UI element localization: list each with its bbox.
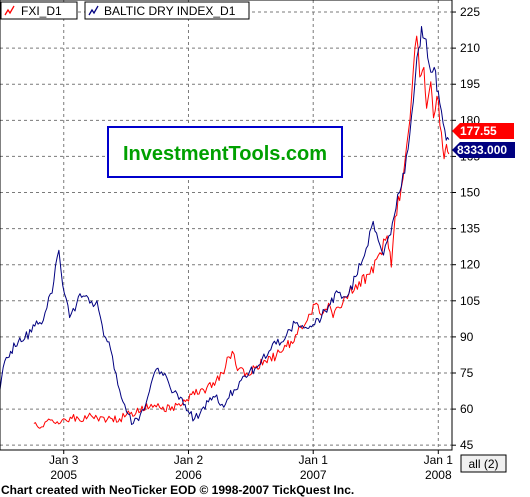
y-tick-label: 225 xyxy=(460,5,480,19)
footer-credit: Chart created with NeoTicker EOD © 1998-… xyxy=(1,483,354,497)
x-tick-label: Jan 2 xyxy=(174,453,204,467)
y-tick-label: 135 xyxy=(460,222,480,236)
x-tick-year: 2005 xyxy=(50,468,77,482)
x-tick-label: Jan 1 xyxy=(424,453,454,467)
y-tick-label: 75 xyxy=(460,366,474,380)
last-value-tag-fxi: 177.55 xyxy=(452,123,514,139)
legend-label-fxi: FXI_D1 xyxy=(21,4,62,18)
x-tick-year: 2008 xyxy=(425,468,452,482)
grid xyxy=(0,0,452,450)
y-tick-label: 105 xyxy=(460,294,480,308)
y-tick-label: 45 xyxy=(460,438,474,452)
y-tick-label: 210 xyxy=(460,41,480,55)
plot-border xyxy=(0,0,453,451)
series-line-bdi xyxy=(0,26,450,425)
last-value-fxi: 177.55 xyxy=(460,124,497,138)
all-series-label: all (2) xyxy=(468,457,498,471)
last-value-bdi: 8333.000 xyxy=(457,143,507,157)
watermark-box xyxy=(107,126,343,178)
y-tick-label: 90 xyxy=(460,330,474,344)
x-tick-year: 2007 xyxy=(300,468,327,482)
watermark: InvestmentTools.com xyxy=(107,126,343,178)
series-line-fxi xyxy=(33,35,450,429)
line-icon xyxy=(4,5,15,16)
legend: FXI_D1 BALTIC DRY INDEX_D1 xyxy=(0,1,250,20)
y-tick-label: 150 xyxy=(460,186,480,200)
line-icon xyxy=(88,5,99,16)
y-tick-label: 195 xyxy=(460,77,480,91)
legend-item-fxi[interactable]: FXI_D1 xyxy=(0,1,78,20)
x-tick-year: 2006 xyxy=(175,468,202,482)
last-value-tag-bdi: 8333.000 xyxy=(452,142,515,158)
watermark-text: InvestmentTools.com xyxy=(123,143,327,165)
all-series-button[interactable]: all (2) xyxy=(460,454,507,473)
y-tick-label: 120 xyxy=(460,258,480,272)
y-axis: 45607590105120135150165180195210225 xyxy=(452,5,480,452)
y-tick-label: 60 xyxy=(460,402,474,416)
x-tick-label: Jan 1 xyxy=(299,453,329,467)
x-tick-label: Jan 3 xyxy=(49,453,79,467)
legend-item-bdi[interactable]: BALTIC DRY INDEX_D1 xyxy=(84,1,250,20)
legend-label-bdi: BALTIC DRY INDEX_D1 xyxy=(104,4,236,18)
series-layer xyxy=(0,26,450,429)
